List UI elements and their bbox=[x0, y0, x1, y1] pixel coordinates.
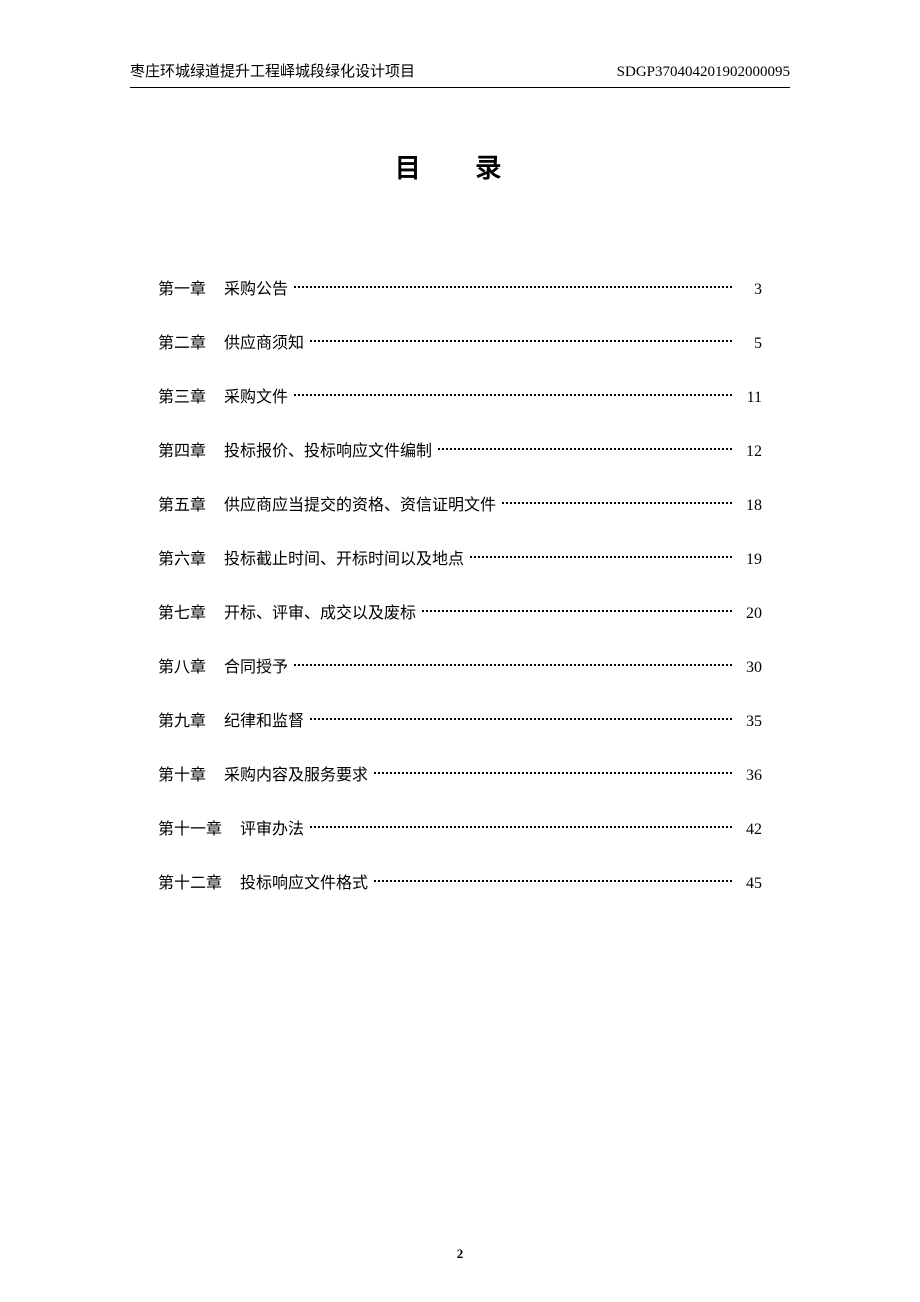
chapter-label: 第八章 bbox=[158, 653, 206, 677]
header-project-name: 枣庄环城绿道提升工程峄城段绿化设计项目 bbox=[130, 60, 415, 81]
chapter-title: 纪律和监督 bbox=[224, 707, 304, 731]
dot-leader bbox=[294, 656, 732, 672]
page-footer: 2 bbox=[0, 1246, 920, 1262]
toc-entry: 第五章 供应商应当提交的资格、资信证明文件 18 bbox=[158, 491, 762, 515]
page-number: 3 bbox=[738, 281, 762, 299]
chapter-title: 开标、评审、成交以及废标 bbox=[224, 599, 416, 623]
toc-entry: 第三章 采购文件 11 bbox=[158, 383, 762, 407]
dot-leader bbox=[294, 386, 732, 402]
document-page: 枣庄环城绿道提升工程峄城段绿化设计项目 SDGP3704042019020000… bbox=[0, 0, 920, 1302]
dot-leader bbox=[470, 548, 732, 564]
footer-page-number: 2 bbox=[457, 1246, 464, 1261]
chapter-title: 投标截止时间、开标时间以及地点 bbox=[224, 545, 464, 569]
chapter-label: 第四章 bbox=[158, 437, 206, 461]
chapter-title: 供应商须知 bbox=[224, 329, 304, 353]
dot-leader bbox=[310, 710, 732, 726]
toc-entry: 第十章 采购内容及服务要求 36 bbox=[158, 761, 762, 785]
dot-leader bbox=[310, 332, 732, 348]
page-number: 5 bbox=[738, 335, 762, 353]
page-number: 12 bbox=[738, 443, 762, 461]
chapter-title: 投标报价、投标响应文件编制 bbox=[224, 437, 432, 461]
chapter-title: 采购文件 bbox=[224, 383, 288, 407]
dot-leader bbox=[374, 872, 732, 888]
page-number: 11 bbox=[738, 389, 762, 407]
chapter-label: 第一章 bbox=[158, 275, 206, 299]
toc-entry: 第四章 投标报价、投标响应文件编制 12 bbox=[158, 437, 762, 461]
dot-leader bbox=[502, 494, 732, 510]
toc-entry: 第一章 采购公告 3 bbox=[158, 275, 762, 299]
chapter-title: 采购内容及服务要求 bbox=[224, 761, 368, 785]
toc-entry: 第十二章 投标响应文件格式 45 bbox=[158, 869, 762, 893]
toc-entry: 第十一章 评审办法 42 bbox=[158, 815, 762, 839]
chapter-label: 第五章 bbox=[158, 491, 206, 515]
toc-entry: 第七章 开标、评审、成交以及废标 20 bbox=[158, 599, 762, 623]
page-number: 20 bbox=[738, 605, 762, 623]
dot-leader bbox=[422, 602, 732, 618]
chapter-title: 投标响应文件格式 bbox=[240, 869, 368, 893]
page-number: 42 bbox=[738, 821, 762, 839]
chapter-title: 采购公告 bbox=[224, 275, 288, 299]
chapter-label: 第三章 bbox=[158, 383, 206, 407]
dot-leader bbox=[438, 440, 732, 456]
page-number: 36 bbox=[738, 767, 762, 785]
page-number: 35 bbox=[738, 713, 762, 731]
toc-entry: 第九章 纪律和监督 35 bbox=[158, 707, 762, 731]
header-doc-number: SDGP370404201902000095 bbox=[617, 64, 790, 81]
page-number: 30 bbox=[738, 659, 762, 677]
dot-leader bbox=[310, 818, 732, 834]
chapter-label: 第七章 bbox=[158, 599, 206, 623]
page-number: 18 bbox=[738, 497, 762, 515]
chapter-label: 第二章 bbox=[158, 329, 206, 353]
toc-title: 目 录 bbox=[130, 148, 790, 185]
chapter-label: 第六章 bbox=[158, 545, 206, 569]
chapter-title: 合同授予 bbox=[224, 653, 288, 677]
toc-entry: 第六章 投标截止时间、开标时间以及地点 19 bbox=[158, 545, 762, 569]
dot-leader bbox=[294, 278, 732, 294]
chapter-label: 第十章 bbox=[158, 761, 206, 785]
table-of-contents: 第一章 采购公告 3 第二章 供应商须知 5 第三章 采购文件 11 第四章 投… bbox=[130, 275, 790, 893]
chapter-label: 第十一章 bbox=[158, 815, 222, 839]
chapter-title: 供应商应当提交的资格、资信证明文件 bbox=[224, 491, 496, 515]
dot-leader bbox=[374, 764, 732, 780]
toc-entry: 第二章 供应商须知 5 bbox=[158, 329, 762, 353]
chapter-label: 第十二章 bbox=[158, 869, 222, 893]
chapter-title: 评审办法 bbox=[240, 815, 304, 839]
toc-entry: 第八章 合同授予 30 bbox=[158, 653, 762, 677]
page-number: 45 bbox=[738, 875, 762, 893]
page-header: 枣庄环城绿道提升工程峄城段绿化设计项目 SDGP3704042019020000… bbox=[130, 60, 790, 88]
chapter-label: 第九章 bbox=[158, 707, 206, 731]
page-number: 19 bbox=[738, 551, 762, 569]
